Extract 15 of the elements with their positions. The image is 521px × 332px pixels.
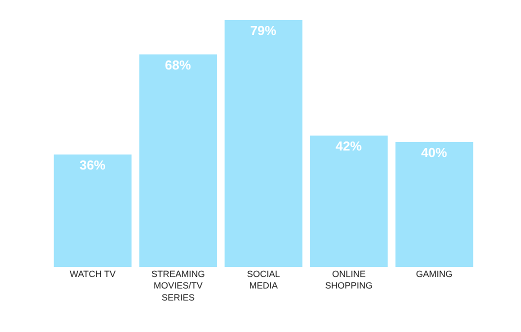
data-label: 40%: [421, 144, 448, 160]
bar: [54, 154, 132, 267]
data-label: 79%: [250, 23, 277, 38]
data-label: 36%: [79, 157, 106, 172]
bar: [395, 142, 474, 267]
x-tick-label: STREAMING MOVIES/TV SERIES: [151, 269, 205, 302]
x-tick-label: GAMING: [416, 269, 453, 279]
bar: [139, 54, 217, 267]
bar: [224, 20, 302, 267]
x-tick-label: SOCIAL MEDIA: [246, 269, 280, 291]
x-tick-label: ONLINE SHOPPING: [325, 269, 373, 291]
data-label: 68%: [164, 57, 192, 72]
bar: [310, 136, 388, 267]
x-tick-label: WATCH TV: [70, 269, 116, 279]
data-label: 42%: [336, 138, 362, 154]
